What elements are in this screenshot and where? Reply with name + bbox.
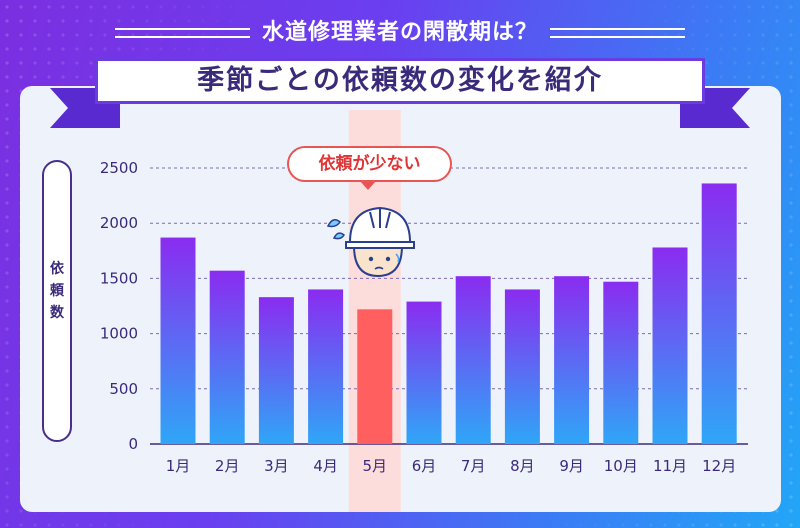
x-tick-label: 9月 [559, 457, 584, 475]
title-left-lines [114, 28, 250, 38]
bar-4 [308, 289, 344, 444]
y-axis-label-char: 頼 [50, 283, 64, 299]
y-axis-label-pill: 依頼数 [42, 160, 72, 442]
x-tick-label: 5月 [363, 457, 388, 475]
x-tick-label: 12月 [702, 457, 736, 475]
y-tick-label: 2000 [100, 214, 138, 232]
y-tick-label: 500 [109, 380, 138, 398]
bar-7 [455, 276, 491, 444]
bar-5 [357, 309, 393, 444]
x-tick-label: 4月 [313, 457, 338, 475]
bar-10 [603, 281, 639, 444]
y-tick-label: 2500 [100, 159, 138, 177]
callout-bubble: 依頼が少ない [287, 146, 452, 182]
ribbon-title: 季節ごとの依頼数の変化を紹介 [95, 58, 705, 104]
x-tick-label: 3月 [264, 457, 289, 475]
callout-bubble-tail [360, 181, 376, 190]
bar-2 [209, 270, 245, 444]
title-right-lines [550, 28, 685, 38]
bar-12 [701, 183, 737, 444]
bar-1 [160, 237, 196, 444]
top-title: 水道修理業者の閑散期は？ [0, 14, 800, 46]
y-axis-label-char: 数 [50, 305, 64, 321]
top-title-text: 水道修理業者の閑散期は？ [261, 20, 538, 45]
bar-11 [652, 247, 688, 444]
worker-helmet-icon [326, 206, 415, 278]
x-tick-label: 6月 [412, 457, 437, 475]
y-tick-label: 1500 [100, 269, 138, 287]
x-tick-label: 8月 [510, 457, 535, 475]
bar-8 [504, 289, 540, 444]
bar-6 [406, 301, 442, 444]
y-tick-label: 1000 [100, 325, 138, 343]
y-axis-label-char: 依 [50, 261, 64, 277]
x-tick-label: 2月 [215, 457, 240, 475]
x-tick-label: 10月 [604, 457, 638, 475]
x-tick-label: 11月 [653, 457, 687, 475]
y-tick-label: 0 [128, 435, 138, 453]
x-tick-label: 7月 [461, 457, 486, 475]
y-axis-label: 依頼数 [44, 258, 70, 324]
bar-9 [554, 276, 590, 444]
bar-3 [258, 297, 294, 444]
x-tick-label: 1月 [166, 457, 191, 475]
